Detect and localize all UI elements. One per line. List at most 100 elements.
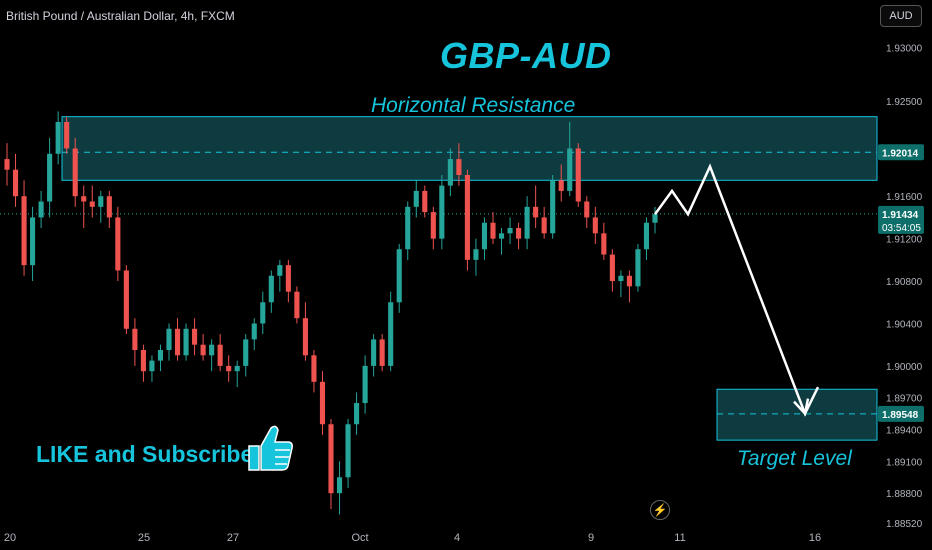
candle[interactable] [311, 350, 317, 393]
candle[interactable] [388, 291, 394, 372]
candle[interactable] [55, 111, 61, 165]
target-price-tag[interactable]: 1.89548 [878, 405, 924, 422]
candle-body [524, 206, 530, 239]
candle[interactable] [447, 148, 453, 197]
candle-body [464, 175, 470, 260]
candle-body [439, 185, 445, 239]
candle[interactable] [217, 334, 223, 372]
candle[interactable] [652, 206, 658, 234]
candle[interactable] [473, 238, 479, 276]
candle[interactable] [285, 259, 291, 303]
candle-body [89, 201, 95, 207]
candle-body [149, 360, 155, 372]
candle[interactable] [345, 418, 351, 488]
current-price-tag[interactable]: 1.91434 03:54:05 [878, 205, 924, 234]
candle[interactable] [575, 143, 581, 207]
candle[interactable] [123, 265, 129, 335]
candle[interactable] [183, 323, 189, 361]
candle[interactable] [413, 180, 419, 218]
candle[interactable] [464, 169, 470, 271]
candle[interactable] [192, 318, 198, 356]
candle[interactable] [379, 334, 385, 372]
candle[interactable] [234, 360, 240, 388]
candle[interactable] [396, 243, 402, 313]
candle[interactable] [456, 143, 462, 186]
candle[interactable] [149, 355, 155, 382]
candle[interactable] [81, 185, 87, 229]
candle[interactable] [157, 344, 164, 372]
candle[interactable] [89, 185, 95, 218]
candle-body [260, 302, 266, 324]
candle[interactable] [38, 190, 44, 229]
candle[interactable] [609, 249, 615, 292]
candle[interactable] [243, 334, 249, 377]
candle[interactable] [4, 143, 10, 186]
candle[interactable] [72, 137, 78, 207]
candle-body [643, 222, 650, 250]
candle[interactable] [490, 212, 496, 244]
resistance-price-tag[interactable]: 1.92014 [878, 144, 924, 161]
chart-title: GBP-AUD [440, 35, 612, 76]
candle[interactable] [601, 222, 607, 260]
candle[interactable] [558, 164, 564, 202]
candle[interactable] [507, 217, 513, 244]
candle[interactable] [115, 206, 121, 282]
candle-body [38, 201, 44, 218]
candle[interactable] [533, 185, 539, 229]
candle[interactable] [550, 175, 556, 239]
candle[interactable] [371, 334, 377, 377]
candle[interactable] [277, 259, 283, 292]
candle[interactable] [439, 175, 445, 250]
candle[interactable] [226, 355, 232, 382]
candle[interactable] [524, 196, 530, 250]
candle[interactable] [319, 371, 326, 435]
candle[interactable] [200, 334, 206, 361]
candle[interactable] [98, 190, 104, 223]
candle[interactable] [302, 302, 308, 361]
candle[interactable] [12, 153, 19, 207]
symbol-title[interactable]: British Pound / Australian Dollar, 4h, F… [6, 9, 235, 23]
candle-body [81, 196, 87, 202]
candle[interactable] [618, 270, 624, 297]
candle[interactable] [336, 461, 343, 515]
candle[interactable] [294, 286, 300, 324]
y-tick-label: 1.91600 [886, 192, 923, 203]
candle[interactable] [498, 228, 505, 255]
candle[interactable] [481, 217, 488, 260]
currency-button[interactable]: AUD [880, 5, 922, 27]
candle[interactable] [430, 206, 436, 250]
candle[interactable] [251, 318, 257, 350]
candle[interactable] [626, 270, 632, 303]
candle[interactable] [106, 190, 112, 229]
candle[interactable] [635, 243, 641, 292]
candle-body [354, 403, 360, 425]
candle[interactable] [132, 318, 138, 366]
candle[interactable] [584, 196, 590, 229]
candle[interactable] [643, 217, 650, 260]
candle[interactable] [422, 185, 428, 218]
candle[interactable] [64, 116, 70, 154]
candle[interactable] [166, 323, 172, 361]
candle[interactable] [592, 206, 598, 244]
candle[interactable] [260, 291, 266, 335]
candle[interactable] [516, 222, 522, 250]
candle[interactable] [140, 344, 146, 382]
candle[interactable] [209, 339, 215, 372]
candle[interactable] [174, 318, 181, 361]
candle-body [30, 217, 36, 266]
candle[interactable] [354, 392, 360, 435]
candle[interactable] [30, 206, 36, 282]
candle-body [72, 148, 78, 197]
candle[interactable] [47, 137, 53, 218]
candle[interactable] [362, 355, 368, 414]
candle[interactable] [567, 121, 573, 197]
candle[interactable] [268, 270, 274, 313]
lightning-icon[interactable]: ⚡ [650, 500, 670, 520]
candle[interactable] [328, 418, 334, 510]
candle[interactable] [405, 201, 411, 260]
target-price-tag-bg [878, 405, 924, 422]
x-tick-label: 27 [227, 532, 239, 544]
candle[interactable] [21, 180, 27, 276]
candle[interactable] [541, 206, 547, 239]
